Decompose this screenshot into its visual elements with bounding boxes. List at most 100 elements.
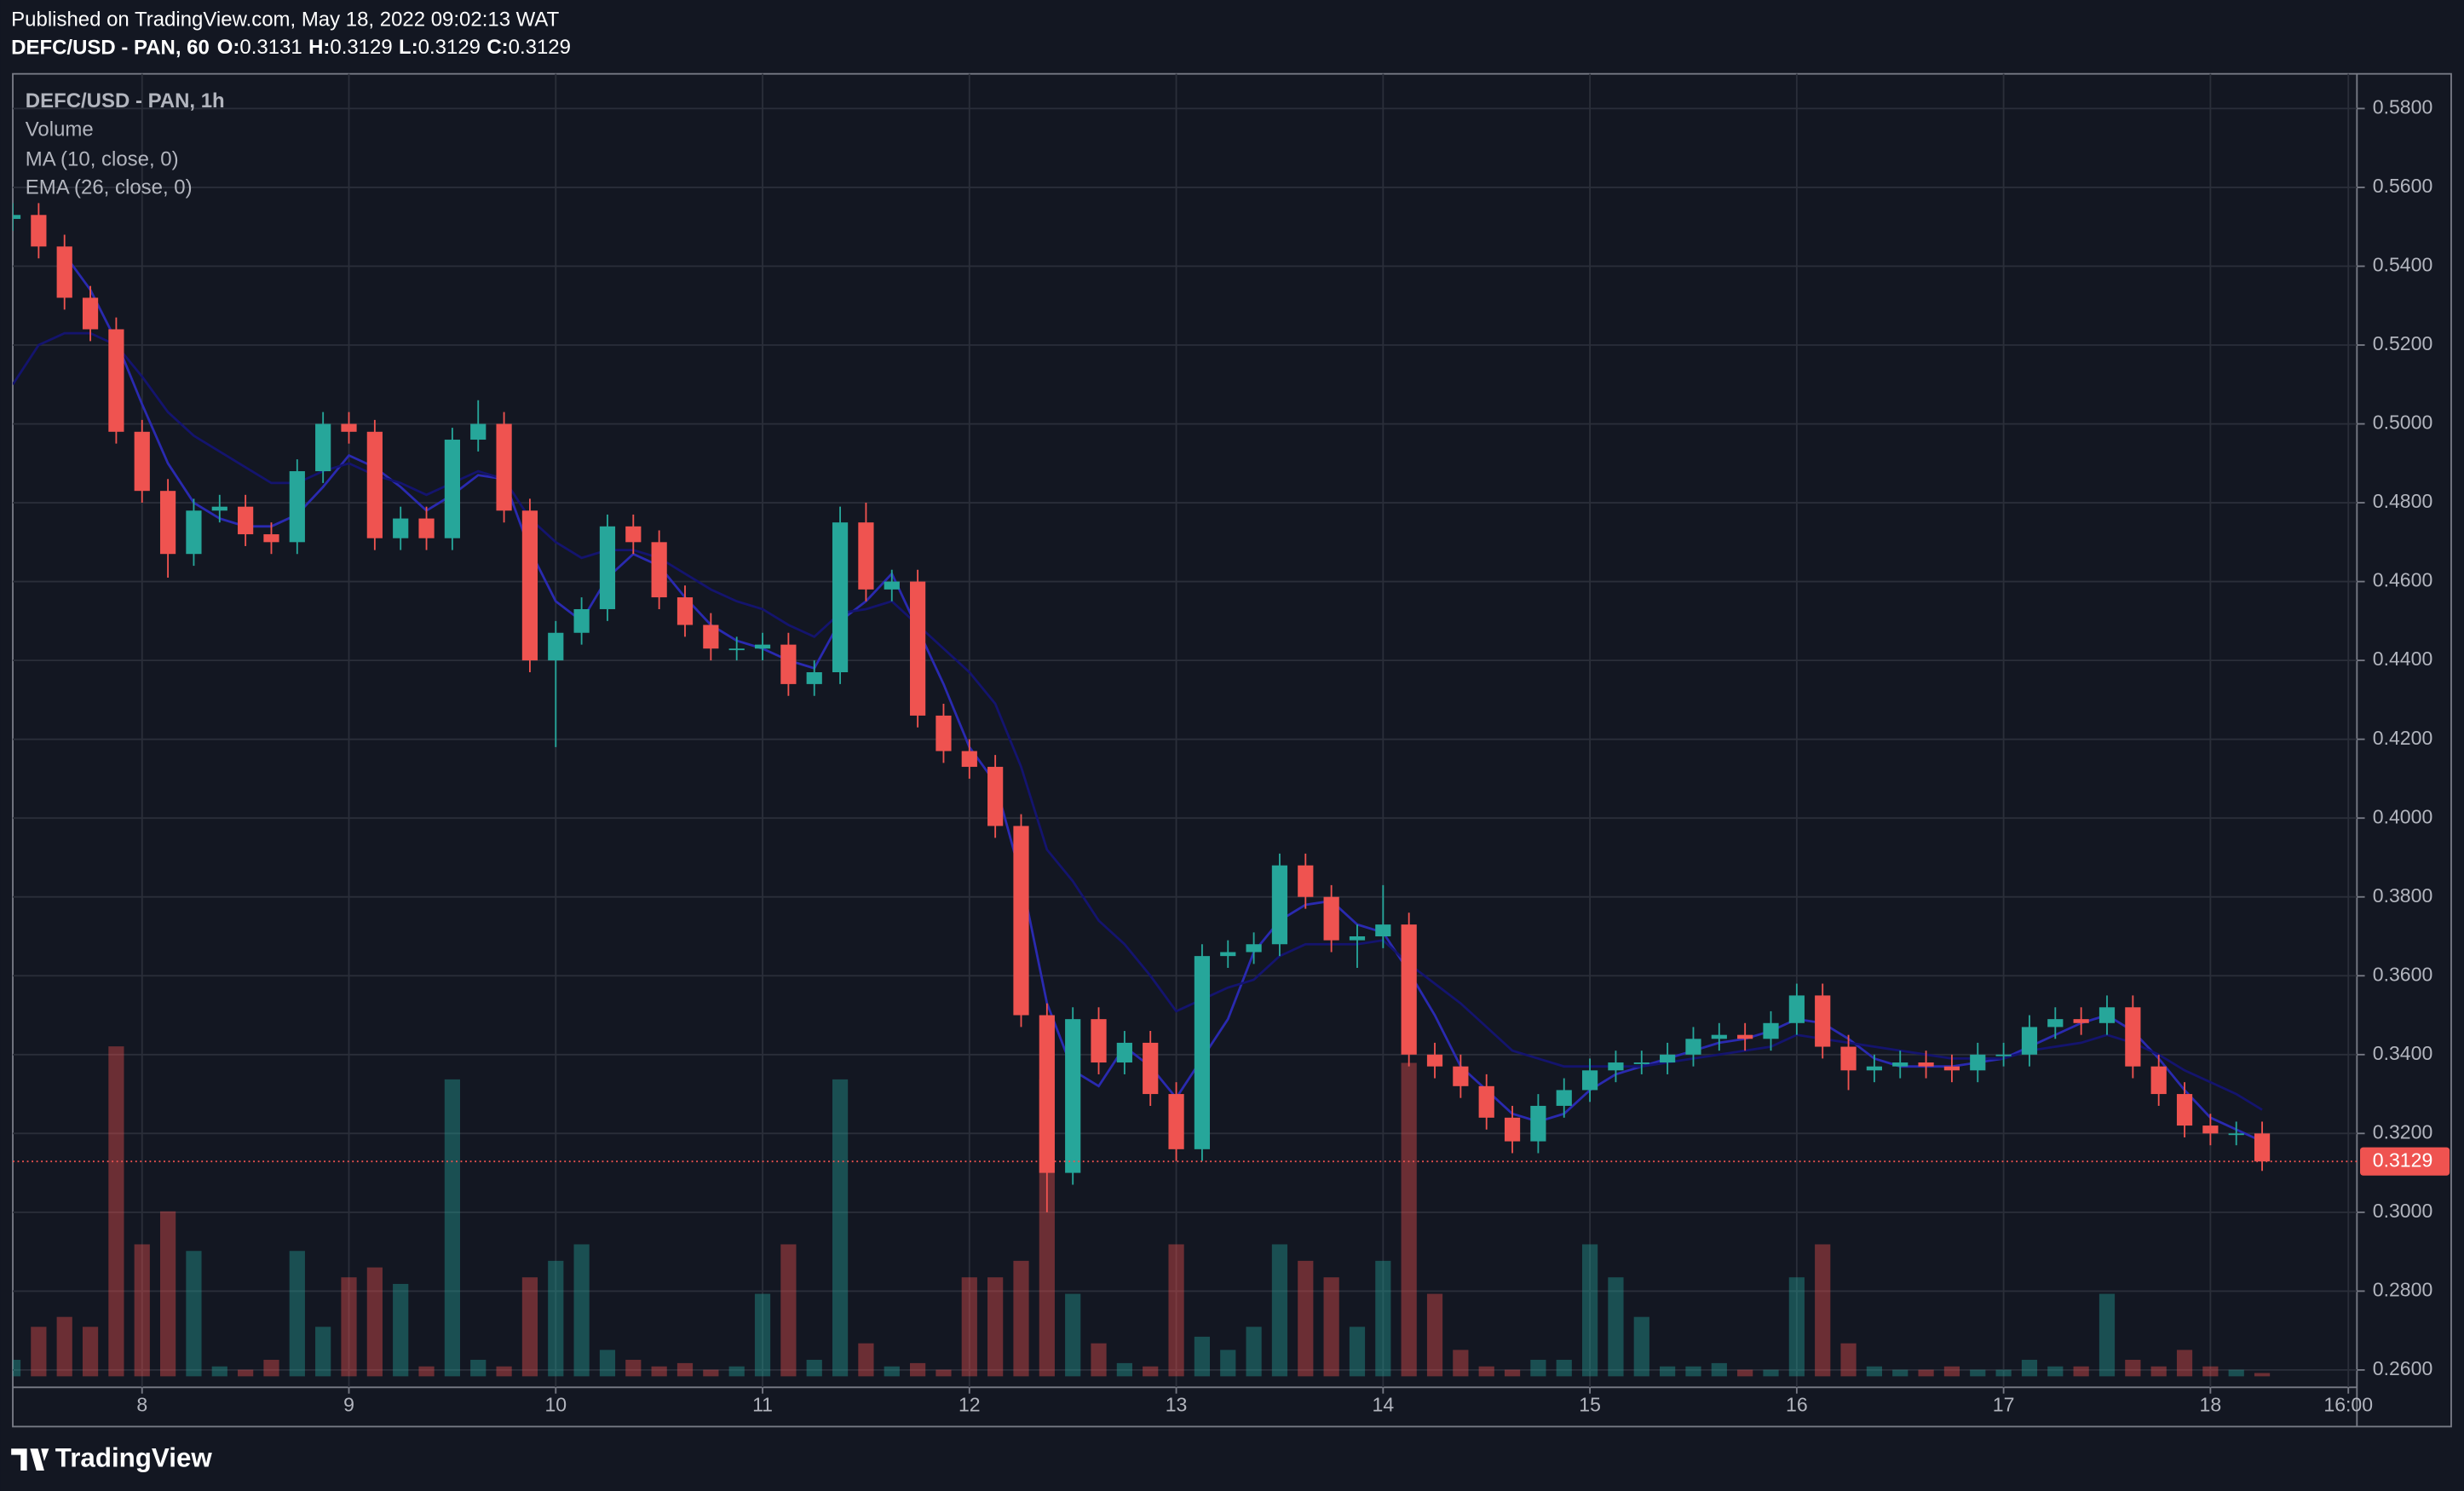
candle-body (134, 431, 150, 492)
y-tick-label: 0.4800 (2373, 490, 2433, 512)
axes: 0.2600 0.2800 0.3000 0.3200 0.3400 0.3600 0.38… (13, 95, 2450, 1416)
volume-bar (1970, 1369, 1986, 1377)
candle-body (676, 597, 694, 625)
candle-body (625, 526, 642, 543)
volume-bar (1581, 1244, 1598, 1377)
volume-bar (1660, 1366, 1676, 1377)
x-tick-label: 16 (1786, 1394, 1808, 1416)
candle-body (1116, 1042, 1132, 1063)
last-price-label: 0.3129 (2373, 1148, 2433, 1171)
volume-bar (418, 1366, 435, 1377)
volume-bar (393, 1283, 409, 1377)
volume-bar (1453, 1350, 1469, 1377)
candle-body (1323, 896, 1339, 941)
volume-bar (1763, 1369, 1779, 1377)
candle-body (2202, 1125, 2219, 1134)
x-tick-label: 17 (1993, 1394, 2015, 1416)
volume-bar (780, 1244, 797, 1377)
last-price-tag (2360, 1147, 2450, 1176)
candle-body (548, 632, 564, 661)
volume-bar (1504, 1369, 1521, 1377)
x-tick-label: 12 (959, 1394, 981, 1416)
legend-ema: EMA (26, close, 0) (26, 176, 193, 199)
candle-body (315, 423, 331, 472)
candle-body (2176, 1094, 2193, 1126)
ohlc-key: C: (486, 36, 508, 59)
volume-layer (13, 1046, 2271, 1377)
candle-body (418, 518, 435, 538)
y-tick-label: 0.3000 (2373, 1200, 2433, 1222)
candle-body (238, 506, 254, 535)
x-tick-label: 18 (2200, 1394, 2222, 1416)
candle-body (1504, 1117, 1521, 1142)
volume-bar (470, 1360, 486, 1377)
candle-body (1039, 1015, 1055, 1173)
ohlc-readout: O:0.3131 H:0.3129 L:0.3129 C:0.3129 (217, 36, 571, 59)
x-tick-label: 14 (1373, 1394, 1395, 1416)
volume-bar (366, 1267, 383, 1377)
candle-body (1013, 826, 1029, 1016)
y-tick-label: 0.5200 (2373, 332, 2433, 354)
candle-body (1660, 1054, 1676, 1063)
volume-bar (1530, 1360, 1546, 1377)
candle-body (1091, 1019, 1107, 1063)
volume-bar (936, 1369, 952, 1377)
volume-bar (2125, 1360, 2141, 1377)
volume-bar (2098, 1293, 2116, 1377)
candle-body (832, 522, 849, 673)
volume-bar (1840, 1343, 1857, 1377)
volume-bar (703, 1369, 719, 1377)
candle-body (13, 215, 21, 219)
candle-body (393, 518, 409, 538)
volume-bar (56, 1316, 72, 1377)
volume-bar (13, 1360, 21, 1377)
candle-body (1866, 1066, 1882, 1071)
volume-bar (1375, 1260, 1391, 1377)
legend-volume: Volume (26, 118, 94, 141)
x-tick-label: 13 (1166, 1394, 1188, 1416)
x-tick-label: 10 (544, 1394, 567, 1416)
volume-bar (884, 1366, 900, 1377)
candle-body (651, 542, 667, 598)
volume-bar (728, 1366, 745, 1377)
y-tick-label: 0.2800 (2373, 1278, 2433, 1300)
candle-body (1970, 1054, 1986, 1071)
candle-body (2125, 1007, 2141, 1067)
candle-body (444, 440, 460, 538)
volume-bar (1168, 1244, 1184, 1377)
candle-body (31, 215, 47, 247)
volume-bar (961, 1277, 977, 1377)
volume-bar (2176, 1350, 2193, 1377)
x-tick-label: 9 (343, 1394, 354, 1416)
volume-bar (1426, 1293, 1443, 1377)
y-tick-label: 0.5000 (2373, 412, 2433, 434)
y-tick-label: 0.5800 (2373, 95, 2433, 118)
volume-bar (1788, 1277, 1805, 1377)
candle-body (2021, 1027, 2038, 1055)
ohlc-value: 0.3131 (239, 36, 302, 59)
candle-body (936, 715, 952, 751)
candle-body (211, 506, 227, 511)
volume-bar (1608, 1277, 1624, 1377)
volume-bar (1194, 1336, 1211, 1377)
candle-body (1995, 1054, 2012, 1056)
volume-bar (2150, 1366, 2167, 1377)
candle-body (1763, 1022, 1779, 1039)
y-tick-label: 0.2600 (2373, 1357, 2433, 1379)
candle-body (1298, 865, 1314, 897)
volume-bar (2254, 1373, 2271, 1377)
candle-body (1530, 1105, 1546, 1142)
volume-bar (289, 1251, 305, 1377)
volume-bar (651, 1366, 667, 1377)
volume-bar (1633, 1316, 1649, 1377)
candle-body (1815, 995, 1831, 1047)
candle-body (806, 672, 822, 684)
candle-body (2150, 1066, 2167, 1095)
volume-bar (1685, 1366, 1701, 1377)
candle-layer (13, 203, 2271, 1212)
volume-bar (108, 1046, 124, 1377)
volume-bar (1065, 1293, 1081, 1377)
candle-body (1401, 924, 1417, 1055)
candle-body (1943, 1066, 1960, 1071)
